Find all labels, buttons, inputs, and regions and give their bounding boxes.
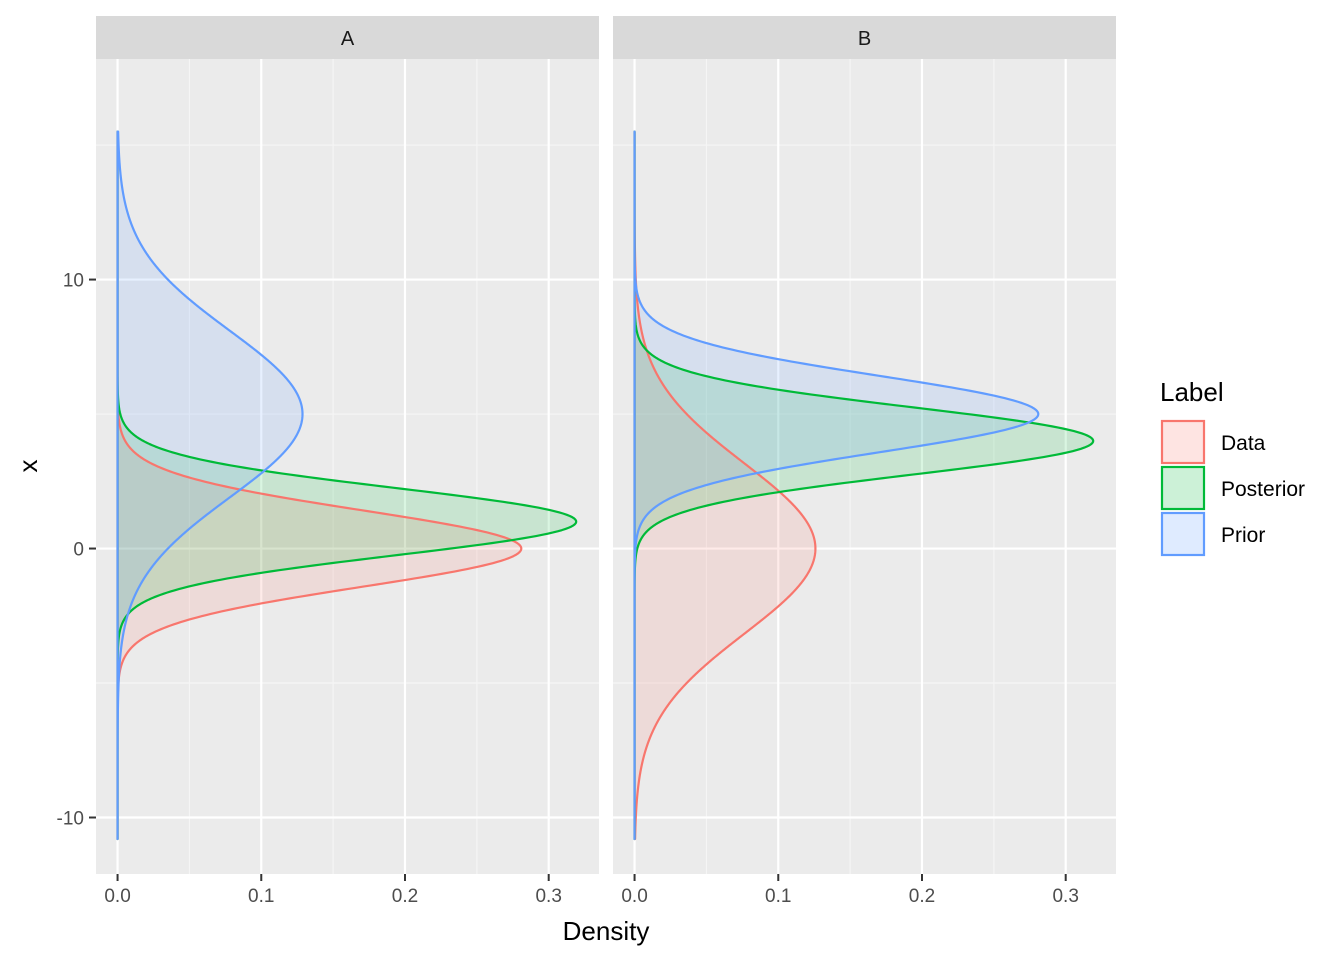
density-fill-data xyxy=(634,131,816,840)
y-tick-label: 10 xyxy=(63,271,84,292)
facet-panel-b: B xyxy=(613,16,1116,874)
x-tick-label: 0.0 xyxy=(621,886,647,907)
panel-background xyxy=(96,59,599,874)
x-tick-label: 0.0 xyxy=(104,886,130,907)
legend-label-prior: Prior xyxy=(1221,524,1265,547)
density-line-prior xyxy=(116,130,304,841)
density-curves xyxy=(116,130,578,841)
x-tick-label: 0.2 xyxy=(392,886,418,907)
x-tick-label: 0.3 xyxy=(535,886,561,907)
legend-key-prior xyxy=(1162,513,1204,555)
grid-lines xyxy=(613,59,1116,874)
x-axis: 0.0 0.1 0.2 0.3 0.0 0.1 0.2 0.3 xyxy=(104,874,1079,907)
legend-swatch-posterior xyxy=(1160,465,1206,511)
legend-label-posterior: Posterior xyxy=(1221,478,1305,501)
strip-label: A xyxy=(341,28,355,50)
legend-title: Label xyxy=(1160,377,1224,407)
facet-panel-a: A xyxy=(96,16,599,874)
legend-key-data xyxy=(1162,421,1204,463)
density-fill-posterior xyxy=(117,131,577,840)
legend-swatch-data xyxy=(1160,419,1206,465)
legend-swatch-prior xyxy=(1160,511,1206,557)
density-curves xyxy=(633,130,1095,841)
density-fill-prior xyxy=(117,131,303,840)
legend: Label Data Posterior Prior xyxy=(1160,377,1305,557)
density-line-prior xyxy=(633,130,1040,841)
y-axis: -10 0 10 xyxy=(57,271,96,830)
y-axis-title: x xyxy=(13,460,43,473)
strip-background xyxy=(613,16,1116,59)
legend-key-posterior xyxy=(1162,467,1204,509)
legend-label-data: Data xyxy=(1221,432,1266,455)
panel-background xyxy=(613,59,1116,874)
x-tick-label: 0.1 xyxy=(765,886,791,907)
y-tick-label: 0 xyxy=(73,540,84,561)
x-tick-label: 0.1 xyxy=(248,886,274,907)
x-tick-label: 0.2 xyxy=(909,886,935,907)
x-axis-title: Density xyxy=(563,916,650,946)
x-tick-label: 0.3 xyxy=(1052,886,1078,907)
density-fill-posterior xyxy=(634,131,1094,840)
strip-background xyxy=(96,16,599,59)
y-tick-label: -10 xyxy=(57,809,84,830)
density-fill-data xyxy=(117,131,522,840)
strip-label: B xyxy=(858,28,871,50)
